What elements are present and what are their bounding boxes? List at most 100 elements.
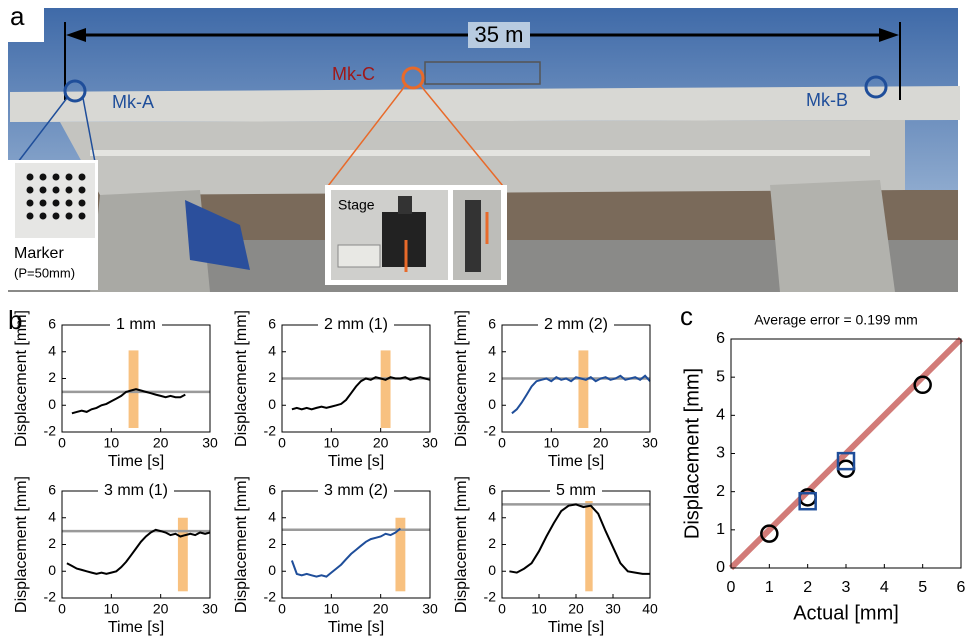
data-line <box>291 376 431 411</box>
inset-label: Marker <box>14 245 64 262</box>
y-tick-label: 1 <box>716 521 725 538</box>
y-tick-label: 0 <box>268 562 276 578</box>
chart-title: Average error = 0.199 mm <box>754 312 918 328</box>
x-axis-label: Time [s] <box>108 453 164 470</box>
x-tick-label: 3 <box>842 579 851 596</box>
point <box>760 524 779 543</box>
inset-label: (P=50mm) <box>14 265 75 280</box>
y-axis-label: Displacement [mm] <box>13 310 30 447</box>
x-tick-label: 2 <box>803 579 812 596</box>
y-tick-label: 4 <box>48 342 56 358</box>
y-tick-label: -2 <box>44 589 57 605</box>
y-tick-label: 0 <box>488 562 496 578</box>
y-tick-label: 0 <box>48 396 56 412</box>
photo: 35 m Mk-A Mk-C Mk-B Marker (P=50mm) Stag… <box>8 8 960 292</box>
y-axis-label: Displacement [mm] <box>453 310 470 447</box>
x-tick-label: 20 <box>568 601 584 617</box>
x-tick-label: 0 <box>727 579 736 596</box>
x-tick-label: 20 <box>153 435 169 451</box>
x-axis-label: Actual [mm] <box>793 602 899 624</box>
y-tick-label: 5 <box>716 368 725 385</box>
y-tick-label: 4 <box>488 508 496 524</box>
data-line <box>290 527 402 578</box>
y-tick-label: -2 <box>484 589 497 605</box>
y-tick-label: -2 <box>264 423 277 439</box>
y-tick-label: 4 <box>488 342 496 358</box>
x-axis-label: Time [s] <box>548 453 604 470</box>
y-tick-label: -2 <box>44 423 57 439</box>
chart-title: 2 mm (1) <box>324 316 388 333</box>
x-tick-label: 40 <box>642 601 658 617</box>
y-axis-label: Displacement [mm] <box>681 368 703 539</box>
y-tick-label: 4 <box>268 508 276 524</box>
x-tick-label: 30 <box>202 435 218 451</box>
y-axis-label: Displacement [mm] <box>233 310 250 447</box>
x-tick-label: 6 <box>957 579 966 596</box>
x-axis-label: Time [s] <box>328 453 384 470</box>
x-axis-label: Time [s] <box>548 619 604 636</box>
title-background <box>110 315 162 335</box>
x-tick-label: 1 <box>765 579 774 596</box>
y-tick-label: 2 <box>48 369 56 385</box>
point <box>836 451 856 471</box>
y-tick-label: -2 <box>264 589 277 605</box>
x-tick-label: 10 <box>544 435 560 451</box>
x-tick-label: 20 <box>373 435 389 451</box>
highlight-band <box>380 350 391 428</box>
y-tick-label: 0 <box>268 396 276 412</box>
x-tick-label: 30 <box>422 435 438 451</box>
y-tick-label: 4 <box>716 407 725 424</box>
chart-title: 3 mm (1) <box>104 482 168 499</box>
highlight-band <box>585 491 593 592</box>
inset-label: Stage <box>338 197 375 213</box>
x-axis-label: Time [s] <box>108 619 164 636</box>
x-tick-label: 4 <box>880 579 889 596</box>
y-tick-label: 6 <box>48 482 56 498</box>
x-tick-label: 20 <box>373 601 389 617</box>
title-background <box>318 481 394 501</box>
x-tick-label: 0 <box>278 435 286 451</box>
x-tick-label: 0 <box>58 601 66 617</box>
y-tick-label: 2 <box>268 369 276 385</box>
y-tick-label: 2 <box>488 369 496 385</box>
y-tick-label: 6 <box>268 316 276 332</box>
title-background <box>318 315 394 335</box>
x-tick-label: 0 <box>498 435 506 451</box>
highlight-band <box>177 517 188 592</box>
x-tick-label: 10 <box>531 601 547 617</box>
y-axis-label: Displacement [mm] <box>13 476 30 613</box>
plot-frame <box>281 490 431 599</box>
plot-frame <box>730 338 962 569</box>
x-tick-label: 10 <box>324 601 340 617</box>
y-tick-label: 4 <box>48 508 56 524</box>
marker-label: Mk-B <box>806 90 848 110</box>
x-tick-label: 10 <box>324 435 340 451</box>
x-tick-label: 0 <box>278 601 286 617</box>
x-tick-label: 30 <box>605 601 621 617</box>
x-tick-label: 10 <box>104 601 120 617</box>
x-axis-label: Time [s] <box>328 619 384 636</box>
chart-title: 1 mm <box>116 316 156 333</box>
data-line <box>66 528 211 575</box>
title-background <box>98 481 174 501</box>
y-tick-label: 6 <box>716 330 725 347</box>
x-tick-label: 30 <box>422 601 438 617</box>
data-line <box>511 374 651 415</box>
data-line <box>71 388 186 415</box>
panel-label: c <box>680 301 693 331</box>
y-tick-label: 6 <box>488 482 496 498</box>
y-axis-label: Displacement [mm] <box>233 476 250 613</box>
data-line <box>509 503 650 575</box>
panel-label: a <box>10 1 25 31</box>
span-label: 35 m <box>475 22 524 47</box>
y-tick-label: 2 <box>488 535 496 551</box>
y-tick-label: 2 <box>268 535 276 551</box>
panel-label: b <box>8 305 22 335</box>
chart-title: 2 mm (2) <box>544 316 608 333</box>
y-tick-label: 6 <box>488 316 496 332</box>
y-tick-label: -2 <box>484 423 497 439</box>
title-background <box>550 481 602 501</box>
x-tick-label: 0 <box>58 435 66 451</box>
y-axis-label: Displacement [mm] <box>453 476 470 613</box>
